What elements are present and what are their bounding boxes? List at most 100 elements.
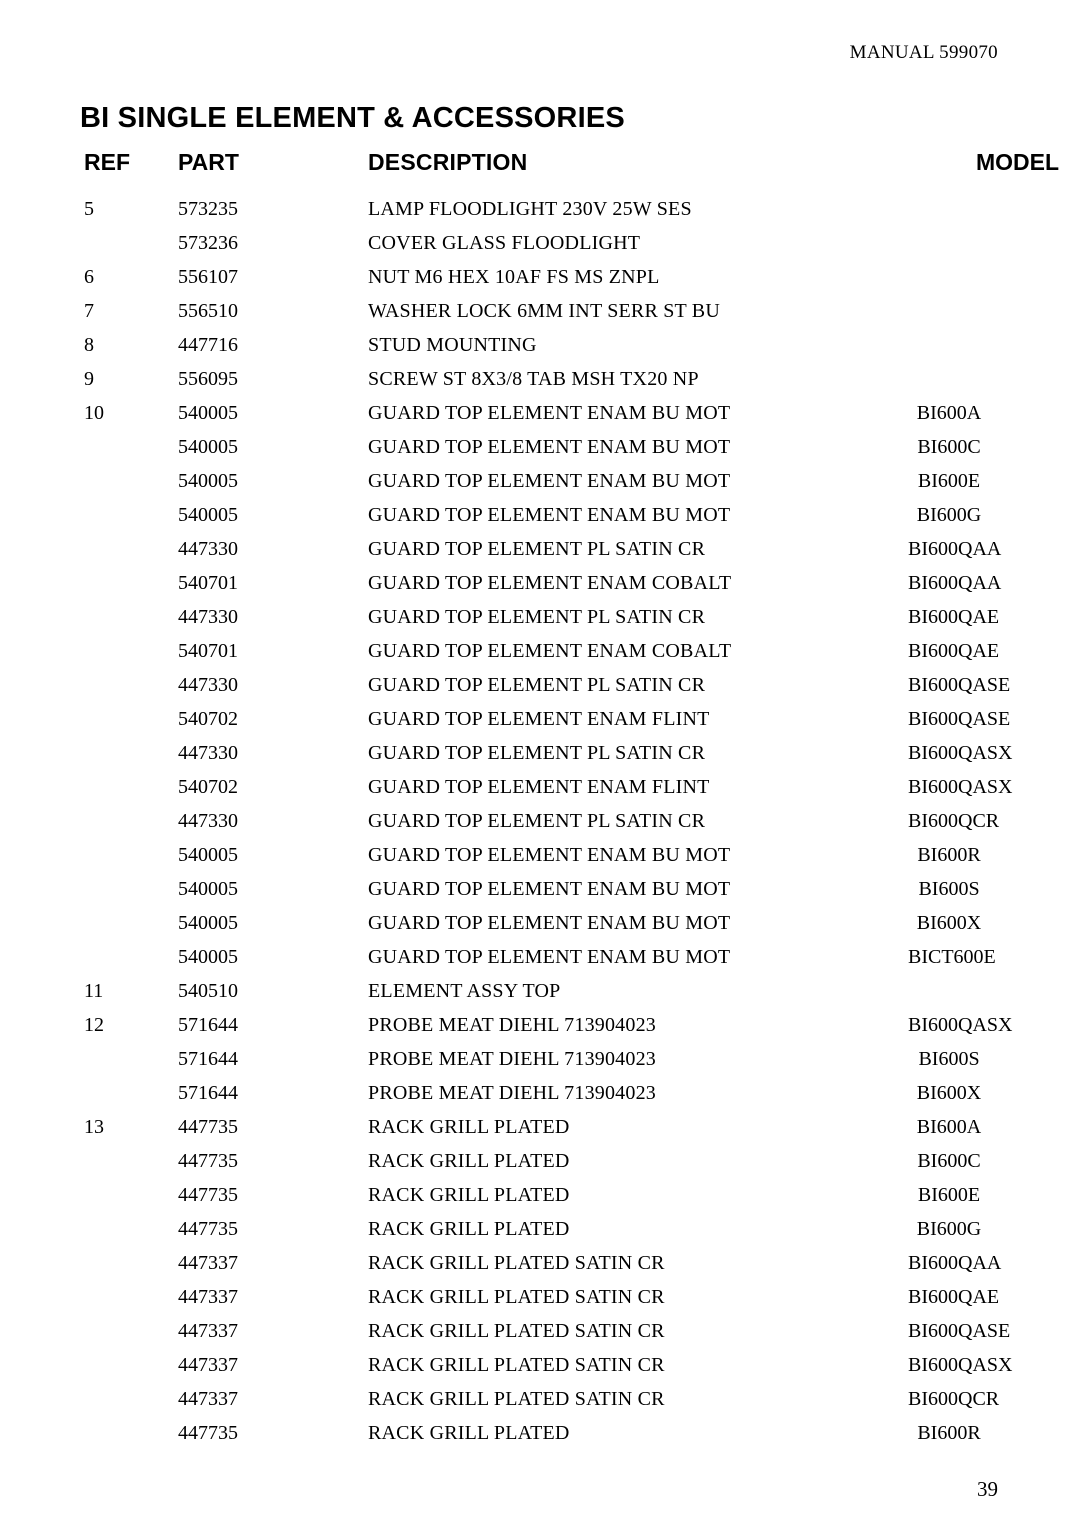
- cell-desc: GUARD TOP ELEMENT ENAM BU MOT: [368, 505, 908, 525]
- cell-ref: 10: [80, 403, 178, 423]
- header-ref: REF: [80, 149, 178, 176]
- cell-desc: STUD MOUNTING: [368, 335, 908, 355]
- table-row: 447330GUARD TOP ELEMENT PL SATIN CRBI600…: [80, 600, 1000, 634]
- cell-part: 447337: [178, 1253, 368, 1273]
- cell-desc: RACK GRILL PLATED: [368, 1219, 908, 1239]
- cell-model: BI600R: [908, 1423, 1000, 1443]
- cell-model: BI600QAE: [908, 641, 1009, 661]
- table-row: 10540005GUARD TOP ELEMENT ENAM BU MOTBI6…: [80, 396, 1000, 430]
- cell-ref: 8: [80, 335, 178, 355]
- cell-part: 540701: [178, 641, 368, 661]
- table-row: 540005GUARD TOP ELEMENT ENAM BU MOTBI600…: [80, 464, 1000, 498]
- table-row: 447337RACK GRILL PLATED SATIN CRBI600QCR: [80, 1382, 1000, 1416]
- cell-part: 540005: [178, 947, 368, 967]
- cell-model: BI600QASE: [908, 709, 1020, 729]
- table-body: 5573235LAMP FLOODLIGHT 230V 25W SES57323…: [80, 192, 1000, 1450]
- cell-part: 540510: [178, 981, 368, 1001]
- cell-part: 540702: [178, 709, 368, 729]
- cell-part: 556510: [178, 301, 368, 321]
- cell-part: 540005: [178, 471, 368, 491]
- cell-desc: GUARD TOP ELEMENT ENAM BU MOT: [368, 437, 908, 457]
- cell-part: 571644: [178, 1049, 368, 1069]
- cell-desc: GUARD TOP ELEMENT PL SATIN CR: [368, 607, 908, 627]
- cell-desc: NUT M6 HEX 10AF FS MS ZNPL: [368, 267, 908, 287]
- table-row: 447337RACK GRILL PLATED SATIN CRBI600QAS…: [80, 1348, 1000, 1382]
- cell-model: BI600E: [908, 1185, 1000, 1205]
- table-row: 540005GUARD TOP ELEMENT ENAM BU MOTBI600…: [80, 906, 1000, 940]
- cell-model: BI600S: [908, 1049, 1000, 1069]
- table-row: 447330GUARD TOP ELEMENT PL SATIN CRBI600…: [80, 804, 1000, 838]
- cell-part: 447337: [178, 1321, 368, 1341]
- cell-desc: GUARD TOP ELEMENT PL SATIN CR: [368, 539, 908, 559]
- cell-desc: RACK GRILL PLATED SATIN CR: [368, 1321, 908, 1341]
- cell-desc: RACK GRILL PLATED SATIN CR: [368, 1355, 908, 1375]
- cell-part: 571644: [178, 1083, 368, 1103]
- cell-desc: GUARD TOP ELEMENT ENAM FLINT: [368, 709, 908, 729]
- cell-model: BI600QASE: [908, 1321, 1020, 1341]
- cell-desc: RACK GRILL PLATED SATIN CR: [368, 1389, 908, 1409]
- cell-ref: 6: [80, 267, 178, 287]
- table-row: 540702GUARD TOP ELEMENT ENAM FLINTBI600Q…: [80, 702, 1000, 736]
- cell-desc: GUARD TOP ELEMENT PL SATIN CR: [368, 743, 908, 763]
- cell-desc: GUARD TOP ELEMENT ENAM BU MOT: [368, 403, 908, 423]
- page-number: 39: [977, 1477, 998, 1502]
- cell-desc: GUARD TOP ELEMENT ENAM FLINT: [368, 777, 908, 797]
- table-row: 13447735RACK GRILL PLATEDBI600A: [80, 1110, 1000, 1144]
- table-row: 6556107NUT M6 HEX 10AF FS MS ZNPL: [80, 260, 1000, 294]
- cell-part: 447337: [178, 1287, 368, 1307]
- cell-part: 447735: [178, 1151, 368, 1171]
- cell-desc: GUARD TOP ELEMENT ENAM BU MOT: [368, 947, 908, 967]
- cell-model: BI600QASE: [908, 675, 1020, 695]
- cell-part: 447735: [178, 1117, 368, 1137]
- table-row: 540702GUARD TOP ELEMENT ENAM FLINTBI600Q…: [80, 770, 1000, 804]
- cell-desc: GUARD TOP ELEMENT PL SATIN CR: [368, 675, 908, 695]
- cell-model: BI600QAA: [908, 539, 1011, 559]
- cell-part: 540005: [178, 403, 368, 423]
- cell-part: 447337: [178, 1389, 368, 1409]
- cell-ref: 12: [80, 1015, 178, 1035]
- cell-desc: COVER GLASS FLOODLIGHT: [368, 233, 908, 253]
- cell-part: 540005: [178, 505, 368, 525]
- cell-part: 447735: [178, 1185, 368, 1205]
- table-row: 447735RACK GRILL PLATEDBI600G: [80, 1212, 1000, 1246]
- cell-model: BI600X: [908, 913, 1000, 933]
- cell-model: BI600QCR: [908, 1389, 1009, 1409]
- cell-desc: RACK GRILL PLATED: [368, 1117, 908, 1137]
- table-row: 447337RACK GRILL PLATED SATIN CRBI600QAS…: [80, 1314, 1000, 1348]
- table-row: 447337RACK GRILL PLATED SATIN CRBI600QAA: [80, 1246, 1000, 1280]
- cell-ref: 11: [80, 981, 178, 1001]
- manual-label: MANUAL 599070: [850, 42, 998, 64]
- table-row: 447330GUARD TOP ELEMENT PL SATIN CRBI600…: [80, 668, 1000, 702]
- table-row: 9556095SCREW ST 8X3/8 TAB MSH TX20 NP: [80, 362, 1000, 396]
- cell-model: BI600QAE: [908, 607, 1009, 627]
- cell-desc: WASHER LOCK 6MM INT SERR ST BU: [368, 301, 908, 321]
- cell-desc: RACK GRILL PLATED SATIN CR: [368, 1287, 908, 1307]
- cell-model: BI600E: [908, 471, 1000, 491]
- cell-model: BI600C: [908, 437, 1000, 457]
- cell-part: 573236: [178, 233, 368, 253]
- cell-model: BI600S: [908, 879, 1000, 899]
- cell-ref: 5: [80, 199, 178, 219]
- cell-part: 447735: [178, 1219, 368, 1239]
- table-row: 540005GUARD TOP ELEMENT ENAM BU MOTBI600…: [80, 872, 1000, 906]
- cell-part: 540005: [178, 845, 368, 865]
- table-row: 5573235LAMP FLOODLIGHT 230V 25W SES: [80, 192, 1000, 226]
- cell-desc: PROBE MEAT DIEHL 713904023: [368, 1049, 908, 1069]
- table-row: 573236COVER GLASS FLOODLIGHT: [80, 226, 1000, 260]
- table-row: 571644PROBE MEAT DIEHL 713904023BI600S: [80, 1042, 1000, 1076]
- table-row: 540005GUARD TOP ELEMENT ENAM BU MOTBI600…: [80, 430, 1000, 464]
- cell-ref: 7: [80, 301, 178, 321]
- cell-model: BI600QASX: [908, 1015, 1022, 1035]
- cell-ref: 9: [80, 369, 178, 389]
- cell-part: 540005: [178, 879, 368, 899]
- table-row: 540701GUARD TOP ELEMENT ENAM COBALTBI600…: [80, 634, 1000, 668]
- cell-part: 556107: [178, 267, 368, 287]
- cell-model: BI600A: [908, 403, 1000, 423]
- cell-part: 540701: [178, 573, 368, 593]
- page: MANUAL 599070 BI SINGLE ELEMENT & ACCESS…: [0, 0, 1080, 1528]
- cell-desc: GUARD TOP ELEMENT ENAM BU MOT: [368, 471, 908, 491]
- cell-part: 573235: [178, 199, 368, 219]
- cell-desc: GUARD TOP ELEMENT ENAM COBALT: [368, 573, 908, 593]
- header-part: PART: [178, 149, 368, 176]
- cell-part: 540005: [178, 913, 368, 933]
